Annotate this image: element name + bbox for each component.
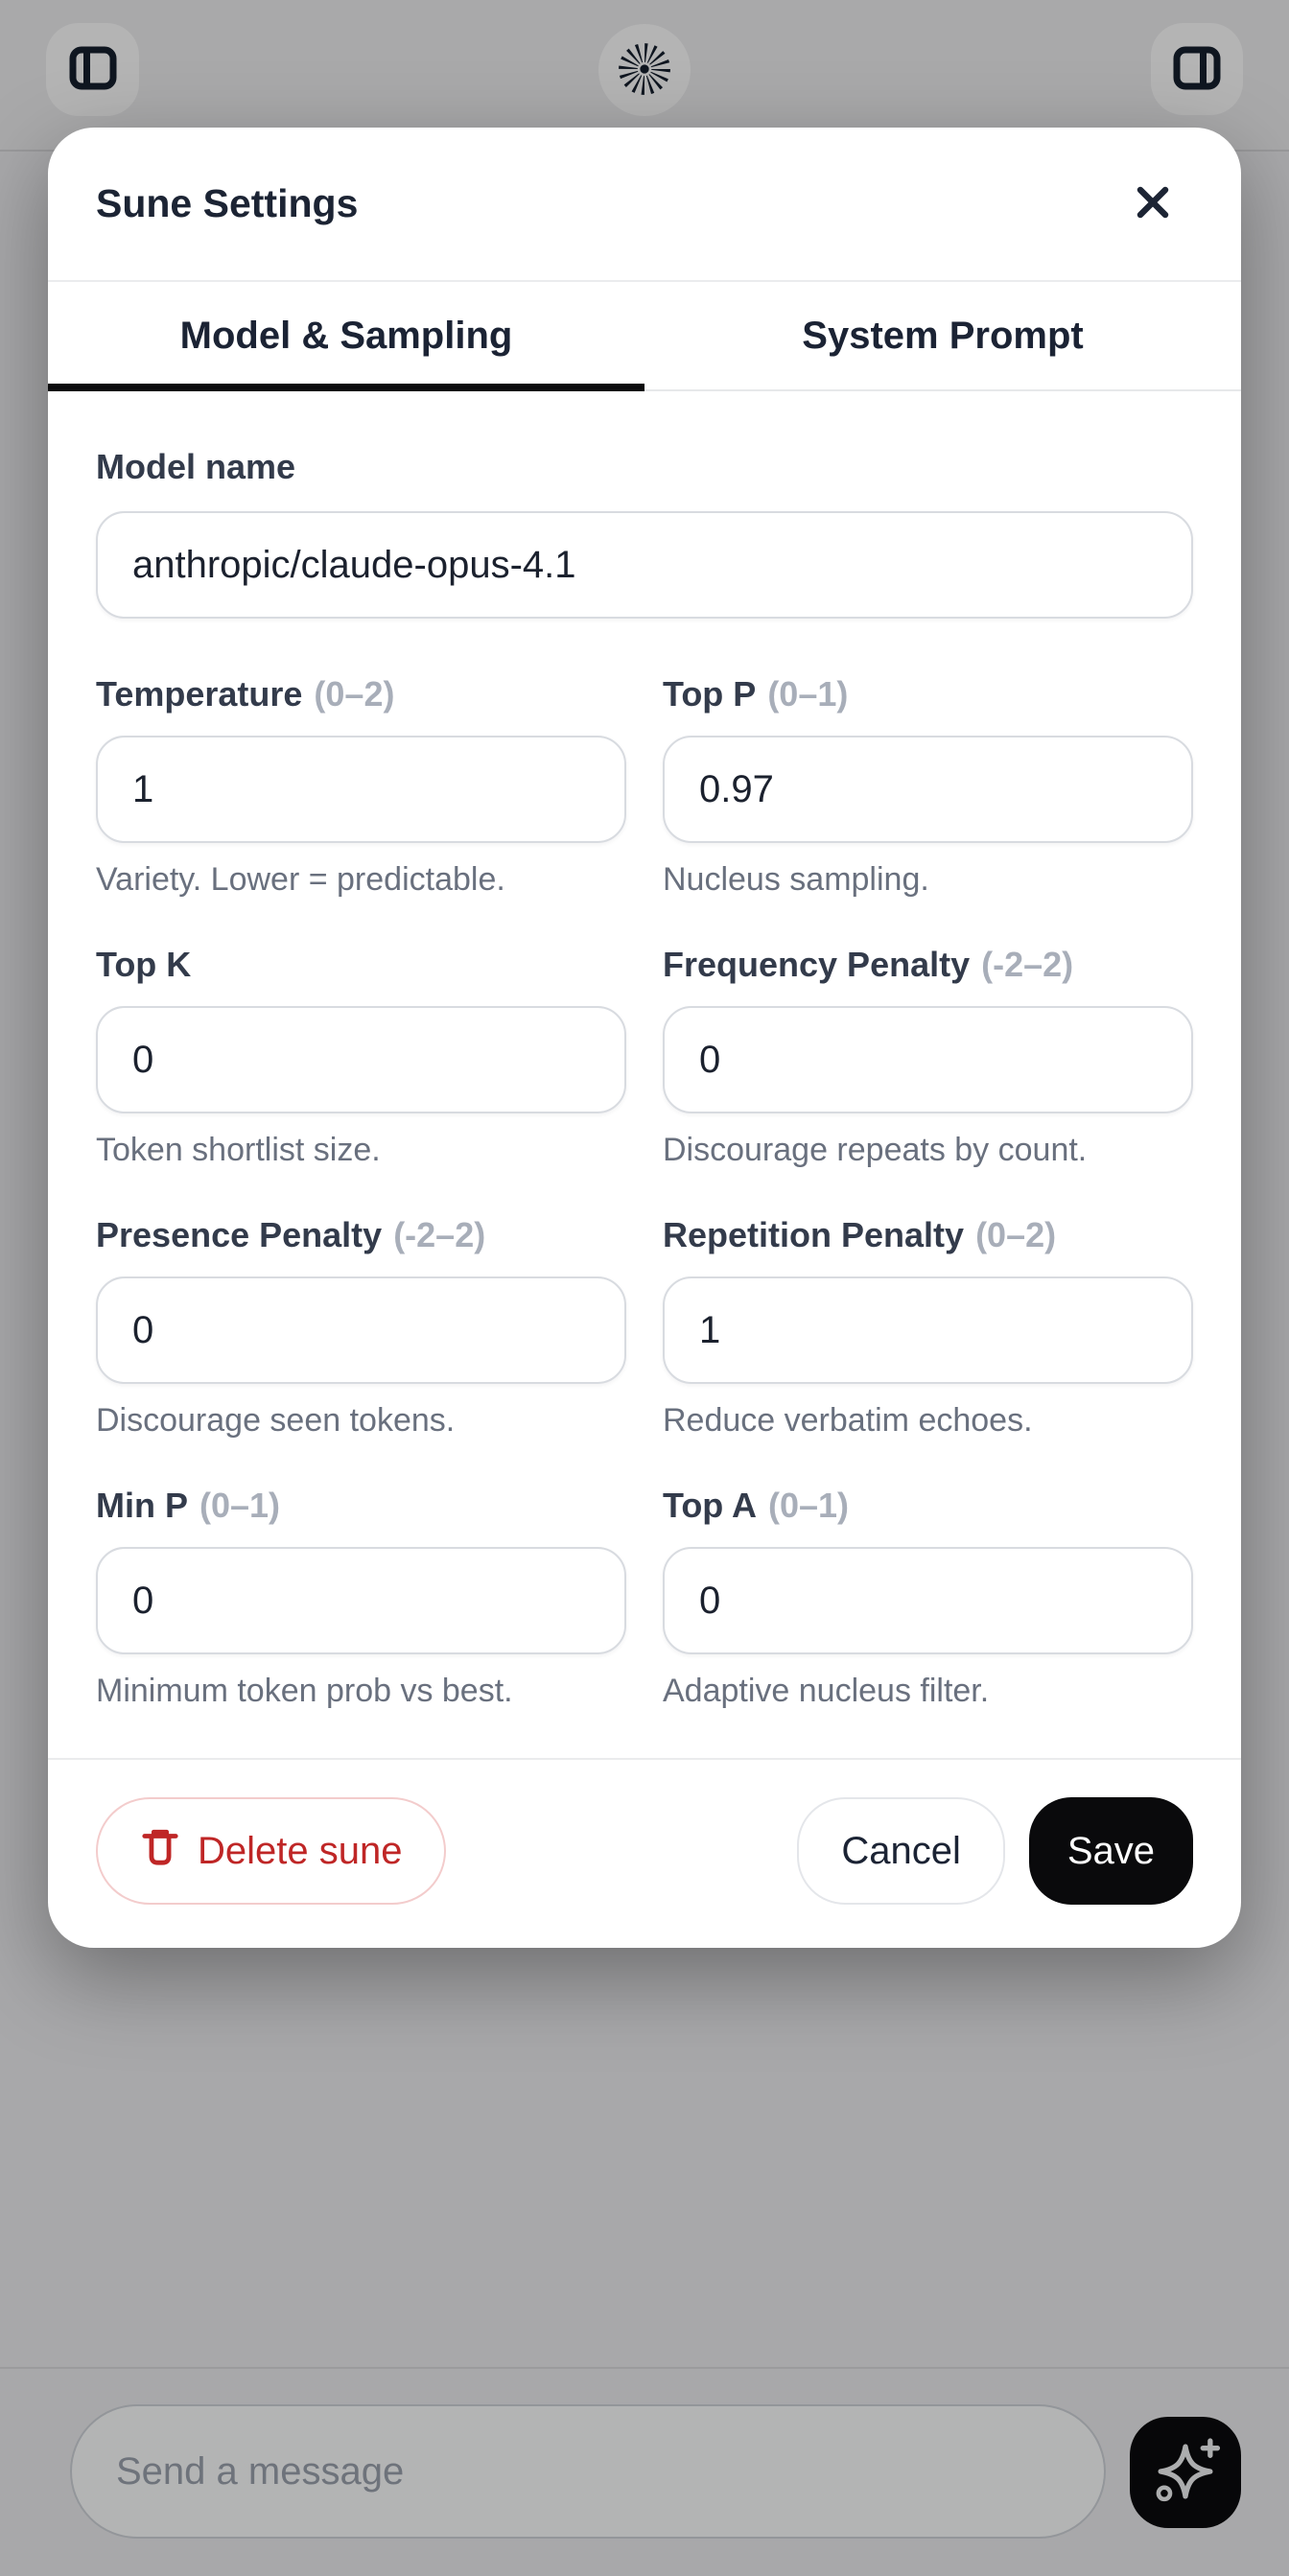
top-a-input[interactable] — [663, 1547, 1193, 1654]
delete-sune-label: Delete sune — [198, 1829, 403, 1872]
toggle-left-sidebar-button[interactable] — [46, 23, 139, 116]
param-helper-text: Adaptive nucleus filter. — [663, 1673, 990, 1709]
temperature-input[interactable] — [96, 736, 626, 843]
param-grid: Temperature (0–2) Variety. Lower = predi… — [96, 672, 1193, 1710]
temperature-field: Temperature (0–2) Variety. Lower = predi… — [96, 672, 626, 899]
param-helper-text: Discourage seen tokens. — [96, 1402, 456, 1439]
top-bar — [0, 0, 1289, 152]
top-p-input[interactable] — [663, 736, 1193, 843]
delete-sune-button[interactable]: Delete sune — [96, 1797, 447, 1905]
modal-title: Sune Settings — [96, 181, 359, 225]
starburst-icon — [617, 41, 672, 100]
presence-penalty-field: Presence Penalty (-2–2) Discourage seen … — [96, 1213, 626, 1440]
param-label-text: Top K — [96, 945, 192, 984]
presence-penalty-input[interactable] — [96, 1276, 626, 1384]
model-name-label: Model name — [96, 447, 296, 486]
param-range-text: (0–2) — [975, 1215, 1057, 1254]
param-label-text: Top P — [663, 674, 757, 714]
sune-settings-modal: Sune Settings Model & Sampling System Pr… — [48, 128, 1241, 1948]
param-label: Min P (0–1) — [96, 1484, 626, 1528]
param-range-text: (0–1) — [199, 1486, 281, 1525]
min-p-field: Min P (0–1) Minimum token prob vs best. — [96, 1484, 626, 1710]
top-k-field: Top K Token shortlist size. — [96, 943, 626, 1169]
close-button[interactable] — [1126, 177, 1180, 231]
settings-form: Model name Temperature (0–2) Variety. Lo… — [48, 444, 1241, 1710]
param-label-text: Repetition Penalty — [663, 1215, 965, 1254]
sidebar-right-icon — [1172, 43, 1222, 96]
param-label-text: Frequency Penalty — [663, 945, 971, 984]
param-label: Repetition Penalty (0–2) — [663, 1213, 1193, 1257]
param-label: Presence Penalty (-2–2) — [96, 1213, 626, 1257]
model-name-input[interactable] — [96, 511, 1193, 619]
param-helper-text: Nucleus sampling. — [663, 861, 929, 898]
close-icon — [1132, 181, 1174, 226]
param-helper-text: Reduce verbatim echoes. — [663, 1402, 1033, 1439]
param-label: Top K — [96, 943, 626, 987]
active-tab-indicator — [48, 384, 644, 391]
param-label: Frequency Penalty (-2–2) — [663, 943, 1193, 987]
frequency-penalty-field: Frequency Penalty (-2–2) Discourage repe… — [663, 943, 1193, 1169]
frequency-penalty-input[interactable] — [663, 1006, 1193, 1113]
param-helper-text: Token shortlist size. — [96, 1132, 381, 1168]
param-label-text: Top A — [663, 1486, 757, 1525]
modal-header: Sune Settings — [48, 128, 1241, 282]
cancel-button[interactable]: Cancel — [797, 1797, 1005, 1905]
param-helper-text: Minimum token prob vs best. — [96, 1673, 513, 1709]
modal-footer: Delete sune Cancel Save — [48, 1758, 1241, 1948]
param-range-text: (0–1) — [767, 1486, 850, 1525]
tab-model-sampling[interactable]: Model & Sampling — [48, 282, 644, 389]
toggle-right-sidebar-button[interactable] — [1151, 23, 1243, 115]
repetition-penalty-field: Repetition Penalty (0–2) Reduce verbatim… — [663, 1213, 1193, 1440]
param-range-text: (-2–2) — [393, 1215, 486, 1254]
new-sune-button[interactable] — [598, 24, 691, 116]
param-range-text: (0–1) — [767, 674, 849, 714]
top-a-field: Top A (0–1) Adaptive nucleus filter. — [663, 1484, 1193, 1710]
param-helper-text: Discourage repeats by count. — [663, 1132, 1088, 1168]
param-label: Top A (0–1) — [663, 1484, 1193, 1528]
min-p-input[interactable] — [96, 1547, 626, 1654]
param-range-text: (0–2) — [314, 674, 395, 714]
param-label-text: Min P — [96, 1486, 188, 1525]
tab-system-prompt[interactable]: System Prompt — [644, 282, 1241, 389]
top-k-input[interactable] — [96, 1006, 626, 1113]
sidebar-left-icon — [68, 43, 118, 96]
param-range-text: (-2–2) — [981, 945, 1074, 984]
top-p-field: Top P (0–1) Nucleus sampling. — [663, 672, 1193, 899]
trash-icon — [140, 1824, 180, 1878]
param-label: Temperature (0–2) — [96, 672, 626, 716]
param-helper-text: Variety. Lower = predictable. — [96, 861, 505, 898]
save-button[interactable]: Save — [1028, 1797, 1193, 1905]
param-label-text: Presence Penalty — [96, 1215, 383, 1254]
param-label: Top P (0–1) — [663, 672, 1193, 716]
sparkles-icon — [1149, 2435, 1222, 2511]
send-button[interactable] — [1130, 2417, 1241, 2528]
composer-divider — [0, 2367, 1289, 2369]
message-input[interactable] — [70, 2404, 1106, 2539]
repetition-penalty-input[interactable] — [663, 1276, 1193, 1384]
settings-tabs: Model & Sampling System Prompt — [48, 282, 1241, 391]
param-label-text: Temperature — [96, 674, 303, 714]
